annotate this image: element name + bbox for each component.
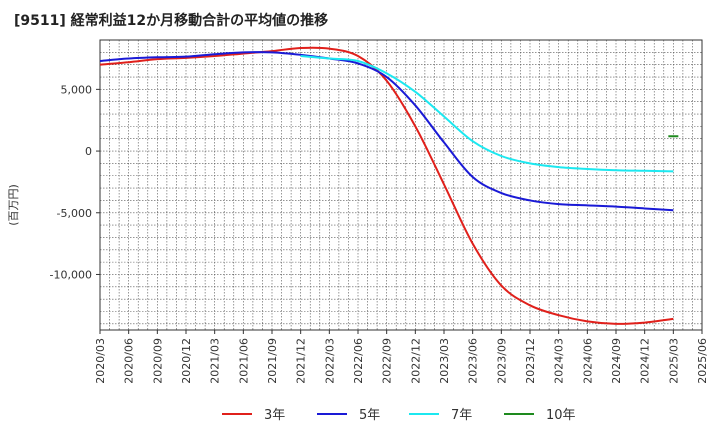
x-tick-label: 2024/06 — [581, 338, 594, 384]
x-tick-label: 2021/03 — [209, 338, 222, 384]
x-tick-label: 2023/03 — [438, 338, 451, 384]
legend-label-0: 3年 — [264, 408, 285, 423]
x-tick-label: 2025/03 — [667, 338, 680, 384]
chart-title: [9511] 経常利益12か月移動合計の平均値の推移 — [14, 13, 329, 29]
x-tick-label: 2020/12 — [180, 338, 193, 384]
x-tick-label: 2022/06 — [352, 338, 365, 384]
x-tick-label: 2020/09 — [151, 338, 164, 384]
legend-label-3: 10年 — [546, 408, 576, 423]
y-tick-label: 5,000 — [61, 83, 93, 96]
x-tick-label: 2024/09 — [610, 338, 623, 384]
x-tick-label: 2023/12 — [524, 338, 537, 384]
y-tick-label: 0 — [85, 145, 92, 158]
y-tick-label: -10,000 — [50, 268, 92, 281]
x-tick-label: 2022/09 — [381, 338, 394, 384]
legend-label-1: 5年 — [359, 408, 380, 423]
x-tick-label: 2024/03 — [553, 338, 566, 384]
x-tick-label: 2024/12 — [639, 338, 652, 384]
x-tick-label: 2021/12 — [295, 338, 308, 384]
x-tick-label: 2020/03 — [94, 338, 107, 384]
y-tick-label: -5,000 — [57, 207, 92, 220]
x-tick-label: 2025/06 — [696, 338, 709, 384]
legend-label-2: 7年 — [451, 408, 472, 423]
x-tick-label: 2020/06 — [123, 338, 136, 384]
x-tick-label: 2021/09 — [266, 338, 279, 384]
series-line-0 — [99, 46, 674, 325]
x-tick-label: 2022/12 — [409, 338, 422, 384]
x-tick-label: 2022/03 — [323, 338, 336, 384]
x-tick-label: 2023/09 — [495, 338, 508, 384]
series-line-2 — [300, 55, 674, 173]
x-tick-label: 2021/06 — [237, 338, 250, 384]
y-axis-label: (百万円) — [7, 184, 20, 226]
x-tick-label: 2023/06 — [467, 338, 480, 384]
series-line-1 — [99, 51, 674, 212]
plot-frame — [99, 39, 703, 331]
